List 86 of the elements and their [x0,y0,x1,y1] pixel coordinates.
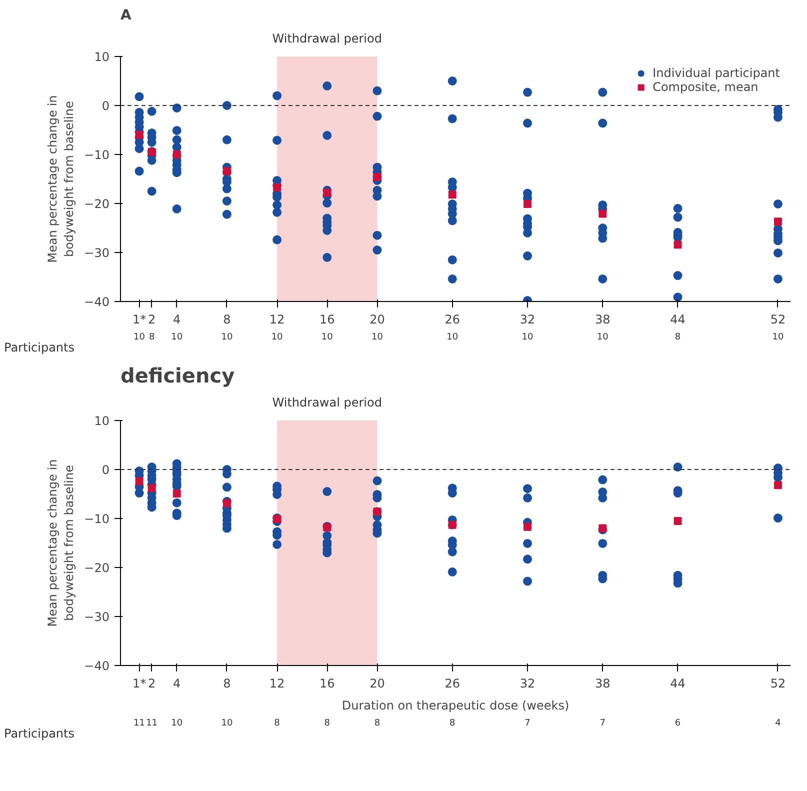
text: 11 [134,718,146,728]
x-tick-label: 16 [320,312,335,326]
x-tick-label: 32 [520,312,536,326]
chart-title: A [120,8,132,24]
point [323,188,332,197]
x-tick-label: 4 [173,676,181,690]
y-tick-label: −30 [84,246,110,260]
y-axis-title: Mean percentage change in bodyweight from baseline [45,459,76,627]
y-tick-label: −20 [84,561,110,575]
text: Participants [4,726,75,740]
y-tick-label: −10 [84,148,110,162]
x-tick-label: 8 [223,312,231,326]
legend-label: Composite, mean [652,80,758,94]
y-tick-label: 0 [102,99,110,113]
point [524,522,532,531]
text: 8 [324,718,330,728]
point [448,190,456,199]
x-tick-label: 26 [444,312,460,326]
text: Participants [4,340,75,354]
point [172,490,181,498]
point [273,183,282,192]
text: 7 [524,718,530,728]
point [135,477,144,486]
text: 10 [271,332,284,342]
band-label: Withdrawal period [272,396,382,410]
x-tick-label: 20 [370,676,385,690]
x-tick-label: 32 [520,676,536,690]
point [674,516,682,525]
x-tick-label: 12 [269,312,285,326]
text: 10 [446,332,458,342]
x-tick-label: 4 [173,312,181,326]
y-tick-label: −20 [84,197,110,211]
x-tick-label: 16 [320,676,335,690]
x-tick-label: 1* [132,312,146,326]
x-tick-label: 8 [223,676,231,690]
text: 10 [596,332,609,342]
text: 10 [522,332,534,342]
text: 6 [674,718,681,728]
point [222,499,231,508]
text: 10 [171,718,183,728]
text: 4 [775,718,782,728]
x-axis-title: Duration on therapeutic dose (weeks) [342,698,570,712]
x-tick-label: 44 [670,676,686,690]
text: 10 [372,332,384,342]
text: 8 [674,332,681,342]
y-tick-label: 10 [94,50,110,64]
y-tick-label: −40 [84,295,110,309]
chart-title: deficiency [120,364,235,388]
point [598,210,607,218]
x-tick-label: 1* [132,676,146,690]
x-tick-label: 38 [595,676,610,690]
legend-label: Individual participant [652,66,780,80]
text: 8 [374,718,380,728]
x-tick-label: 52 [770,676,786,690]
text: 8 [148,332,155,342]
text: 10 [772,332,784,342]
point [774,481,782,490]
y-axis-title: Mean percentage change in bodyweight from baseline [45,95,76,263]
text: 8 [274,718,280,728]
text: 11 [146,718,158,728]
x-tick-label: 12 [269,676,285,690]
x-tick-label: 20 [370,312,385,326]
point [774,218,782,226]
y-tick-label: 0 [102,463,110,477]
x-tick-label: 44 [670,312,686,326]
x-tick-label: 2 [148,676,156,690]
point [135,130,144,139]
text: 10 [134,332,146,342]
y-tick-label: −30 [84,610,110,624]
point [524,200,532,208]
x-tick-label: 2 [148,312,156,326]
text: 8 [450,718,456,728]
point [674,240,682,249]
text: 10 [221,332,233,342]
text: 10 [221,718,233,728]
y-tick-label: −10 [84,512,110,526]
band-label: Withdrawal period [272,32,382,46]
x-tick-label: 38 [595,312,610,326]
x-tick-label: 52 [770,312,786,326]
x-tick-label: 26 [444,676,460,690]
y-tick-label: 10 [94,414,110,428]
text: 7 [600,718,606,728]
y-tick-label: −40 [84,659,110,673]
text: 10 [321,332,334,342]
text: 10 [171,332,183,342]
point [148,484,156,492]
